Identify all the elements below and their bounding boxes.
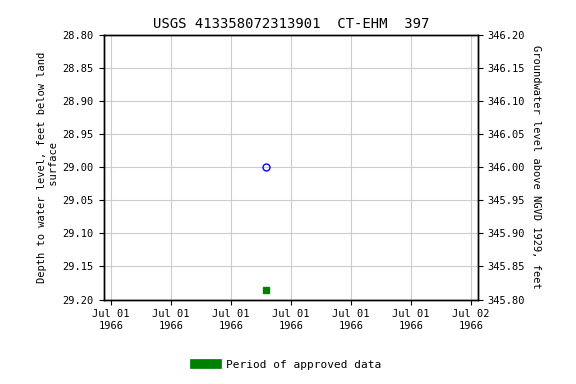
Title: USGS 413358072313901  CT-EHM  397: USGS 413358072313901 CT-EHM 397 bbox=[153, 17, 429, 31]
Legend: Period of approved data: Period of approved data bbox=[191, 356, 385, 375]
Y-axis label: Groundwater level above NGVD 1929, feet: Groundwater level above NGVD 1929, feet bbox=[531, 45, 541, 289]
Y-axis label: Depth to water level, feet below land
 surface: Depth to water level, feet below land su… bbox=[37, 51, 59, 283]
